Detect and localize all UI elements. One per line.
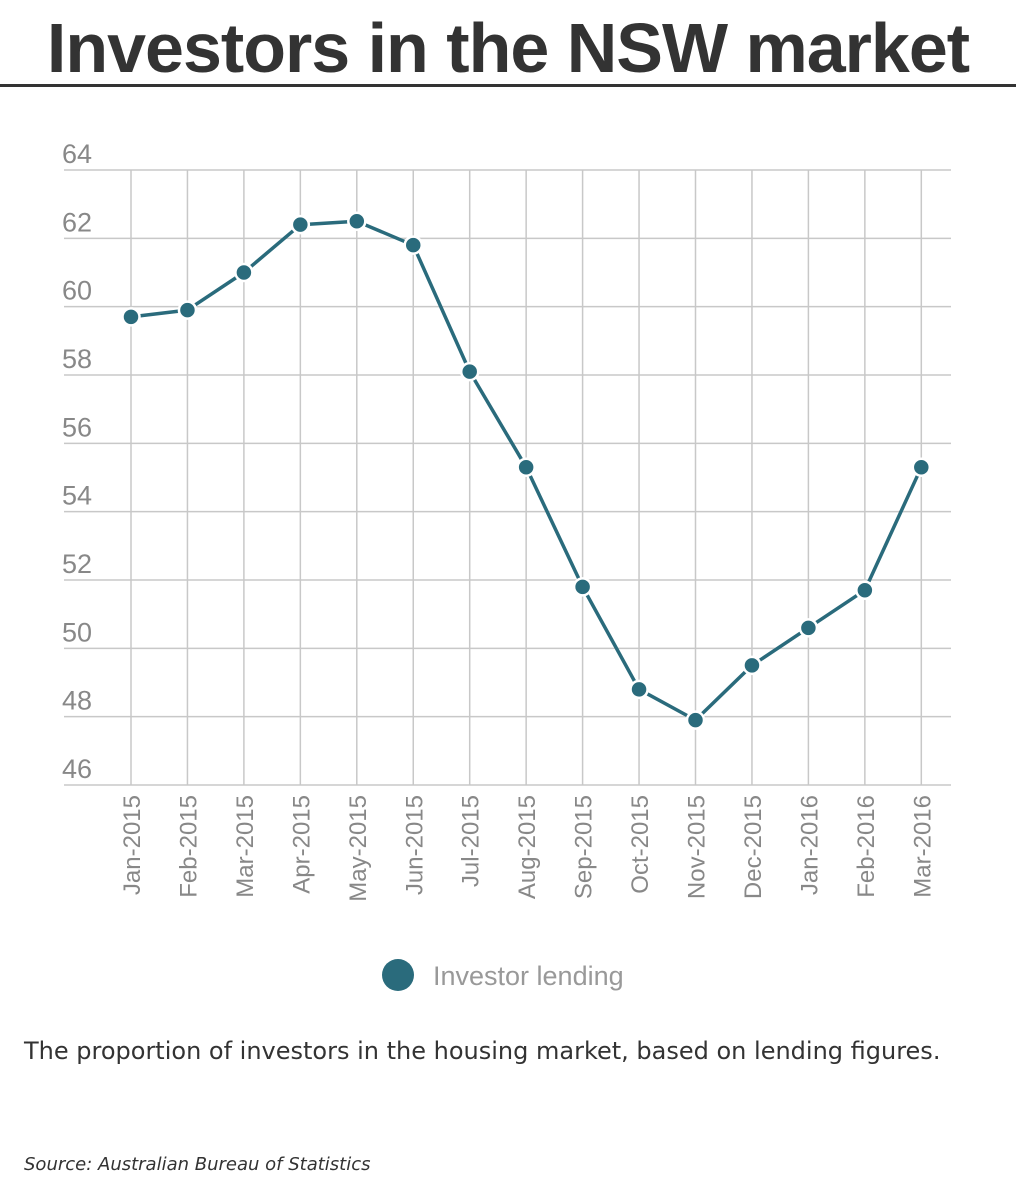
data-point xyxy=(798,618,819,638)
y-tick-label: 62 xyxy=(62,207,92,237)
legend-label: Investor lending xyxy=(433,961,624,991)
y-tick-label: 48 xyxy=(62,686,92,716)
x-tick-label: Sep-2015 xyxy=(571,795,598,899)
y-tick-label: 60 xyxy=(62,276,92,306)
x-tick-label: Jul-2015 xyxy=(458,795,485,887)
data-point xyxy=(629,679,649,700)
x-tick-label: Feb-2016 xyxy=(853,795,880,898)
y-tick-label: 50 xyxy=(62,617,92,647)
grid-lines xyxy=(64,169,951,786)
y-axis-ticks: 46 48 50 52 54 56 58 60 62 64 xyxy=(62,139,92,784)
x-tick-label: Apr-2015 xyxy=(288,795,315,894)
x-tick-label: Aug-2015 xyxy=(514,795,541,899)
x-tick-label: Mar-2015 xyxy=(232,795,259,898)
series-layer xyxy=(121,211,932,730)
x-tick-label: May-2015 xyxy=(345,795,372,902)
chart-title: Investors in the NSW market xyxy=(46,9,970,87)
legend: Investor lending xyxy=(382,959,624,991)
data-point xyxy=(742,655,762,676)
x-tick-label: Mar-2016 xyxy=(909,795,936,898)
legend-marker xyxy=(382,959,414,991)
source-note: Source: Australian Bureau of Statistics xyxy=(24,1154,371,1175)
y-tick-label: 58 xyxy=(62,344,92,374)
data-point xyxy=(121,307,141,327)
data-point xyxy=(516,457,536,477)
chart-description: The proportion of investors in the housi… xyxy=(24,1037,941,1065)
data-point xyxy=(685,710,706,730)
y-tick-label: 64 xyxy=(62,139,92,169)
x-axis-ticks: Jan-2015 Feb-2015 Mar-2015 Apr-2015 May-2015… xyxy=(119,795,936,902)
x-tick-label: Oct-2015 xyxy=(627,795,654,894)
data-point xyxy=(290,214,311,235)
data-point xyxy=(177,300,198,320)
title-divider xyxy=(0,84,1016,87)
x-tick-label: Jun-2015 xyxy=(401,795,428,895)
x-tick-label: Jan-2015 xyxy=(119,795,146,895)
data-point xyxy=(347,211,367,231)
line-chart: 46 48 50 52 54 56 58 60 62 64 Jan-2015 Feb-2015 Mar… xyxy=(62,139,951,991)
y-tick-label: 54 xyxy=(62,481,92,511)
data-point xyxy=(911,457,932,477)
data-point xyxy=(403,235,423,255)
x-tick-label: Dec-2015 xyxy=(740,795,767,899)
y-tick-label: 56 xyxy=(62,412,92,442)
y-tick-label: 46 xyxy=(62,754,92,784)
x-tick-label: Feb-2015 xyxy=(175,795,202,898)
data-point xyxy=(459,361,480,382)
x-tick-label: Jan-2016 xyxy=(796,795,823,895)
data-point xyxy=(572,577,593,597)
data-point xyxy=(855,580,875,600)
y-tick-label: 52 xyxy=(62,549,92,579)
x-tick-label: Nov-2015 xyxy=(684,795,711,899)
data-point xyxy=(234,262,254,283)
